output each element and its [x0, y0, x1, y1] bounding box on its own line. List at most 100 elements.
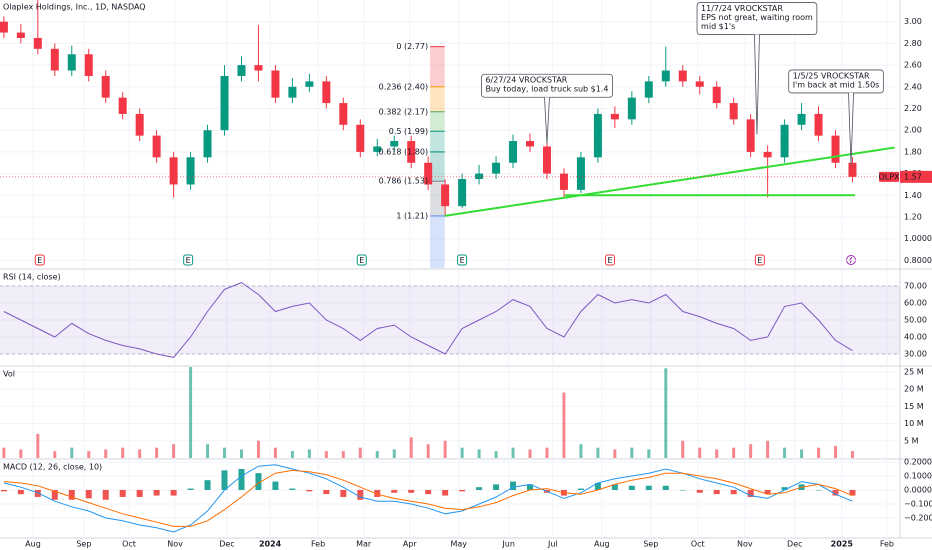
x-tick-label: Aug	[25, 540, 41, 549]
macd-histogram-bar	[357, 489, 364, 500]
macd-histogram-bar	[594, 482, 601, 490]
volume-bar	[749, 444, 753, 458]
macd-histogram-bar	[493, 484, 500, 490]
volume-bar	[256, 440, 260, 458]
candle-body	[780, 124, 789, 158]
candle-body	[339, 103, 348, 125]
pane-candlestick	[0, 0, 857, 268]
x-tick-label: Dec	[219, 540, 234, 549]
macd-histogram-bar	[476, 487, 483, 490]
macd-histogram-bar	[289, 488, 296, 490]
candle-body	[305, 81, 314, 87]
x-tick-label: Nov	[167, 540, 183, 549]
volume-bar	[189, 367, 193, 458]
candle-body	[746, 119, 755, 152]
y-tick-label: 1.80	[904, 147, 922, 156]
y-tick-label: 25 M	[904, 367, 924, 376]
volume-bar	[19, 449, 23, 458]
macd-histogram-bar	[730, 489, 737, 495]
annotation-box	[788, 69, 884, 94]
volume-bar	[596, 447, 600, 458]
event-label: E	[186, 256, 191, 265]
volume-bar	[223, 447, 227, 458]
volume-bar	[426, 444, 430, 458]
candle-body	[661, 70, 670, 82]
volume-bar	[511, 447, 515, 458]
volume-bar	[494, 451, 498, 458]
event-marker	[457, 254, 468, 266]
macd-histogram-bar	[255, 473, 262, 490]
candle-body	[644, 81, 653, 98]
volume-bar	[817, 447, 821, 458]
volume-bar	[375, 451, 379, 458]
volume-bar	[273, 447, 277, 458]
volume-bar	[121, 447, 125, 458]
y-tick-label: 2.60	[904, 61, 922, 70]
volume-bar	[290, 451, 294, 458]
pane-line	[0, 282, 900, 358]
y-tick-label: 5 M	[904, 436, 919, 445]
y-tick-label: 0.2000	[904, 457, 932, 466]
y-tick-label: 50.00	[904, 315, 927, 324]
candle-body	[814, 113, 823, 136]
macd-histogram-bar	[713, 489, 720, 495]
candle-body	[373, 146, 382, 152]
y-tick-label: 10 M	[904, 419, 924, 428]
y-tick-label: 60.00	[904, 298, 927, 307]
macd-histogram-bar	[323, 489, 330, 495]
fib-label: 0.618 (1.80)	[379, 147, 429, 156]
candle-body	[118, 97, 127, 114]
fib-label: 0.382 (2.17)	[379, 107, 429, 116]
candle-body	[593, 113, 602, 158]
annotation-text: Buy today, load truck sub $1.4	[485, 85, 608, 94]
macd-histogram-bar	[408, 489, 415, 493]
macd-histogram-bar	[34, 489, 41, 497]
y-tick-label: 1.20	[904, 213, 922, 222]
volume-bar	[477, 449, 481, 458]
pane-macd	[0, 464, 856, 533]
volume-bar	[53, 451, 57, 458]
volume-bar	[681, 440, 685, 458]
annotation-pointer	[544, 97, 550, 144]
candle-body	[712, 86, 721, 104]
event-marker	[34, 254, 45, 266]
macd-histogram-bar	[0, 489, 7, 492]
candle-body	[135, 113, 144, 136]
macd-histogram-bar	[747, 489, 754, 497]
y-tick-label: 0.0000	[904, 485, 932, 494]
event-label: E	[757, 256, 762, 265]
x-tick-label: Dec	[787, 540, 802, 549]
y-tick-label: 2.80	[904, 39, 922, 48]
candle-body	[67, 54, 76, 71]
volume-bar	[630, 447, 634, 458]
volume-bar	[36, 433, 40, 458]
volume-bar	[800, 449, 804, 458]
candle-body	[101, 75, 110, 98]
volume-bar	[834, 445, 838, 458]
volume-bar	[715, 449, 719, 458]
volume-bar	[172, 444, 176, 458]
fib-band	[430, 181, 445, 216]
volume-bar	[341, 451, 345, 458]
x-tick-label: May	[450, 540, 467, 549]
chart-title: Olaplex Holdings, Inc., 1D, NASDAQ	[3, 3, 146, 12]
volume-bar	[2, 447, 6, 458]
candle-body	[0, 21, 8, 33]
volume-bar	[460, 447, 464, 458]
rsi-band	[0, 285, 900, 354]
symbol-label: OLPX	[878, 172, 900, 181]
macd-histogram-bar	[696, 489, 703, 493]
candle-body	[542, 146, 551, 174]
fib-band	[430, 151, 445, 182]
candle-body	[254, 65, 263, 71]
annotation-text: 6/27/24 VROCKSTAR	[485, 76, 567, 85]
candle-body	[458, 179, 467, 207]
candle-body	[763, 151, 772, 158]
macd-histogram-bar	[85, 489, 92, 499]
macd-histogram-bar	[136, 489, 143, 497]
symbol-tag	[879, 171, 899, 182]
macd-histogram-bar	[153, 489, 160, 496]
y-tick-label: 2.40	[904, 82, 922, 91]
macd-histogram-bar	[306, 489, 313, 492]
